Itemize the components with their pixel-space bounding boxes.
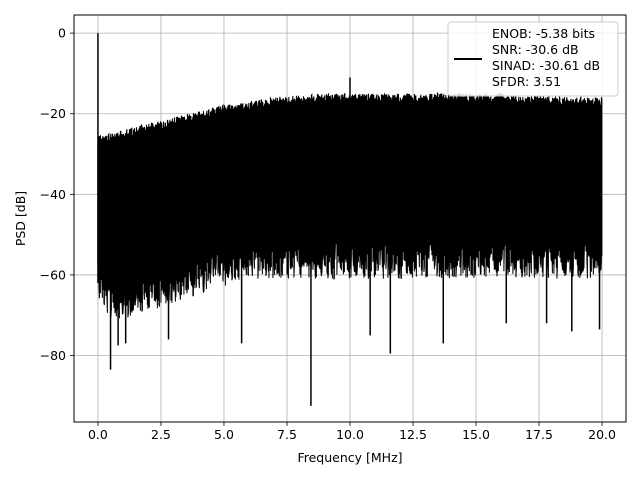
legend-box [447, 21, 619, 97]
y-axis-label: PSD [dB] [13, 191, 28, 246]
y-tick-label: −80 [40, 348, 66, 363]
plot-area [97, 33, 603, 406]
x-tick-label: 2.5 [151, 427, 171, 442]
x-axis-label: Frequency [MHz] [297, 450, 402, 465]
legend-entry-line: ENOB: -5.38 bits [492, 26, 595, 41]
axis-ticks: 0.0 2.5 5.0 7.5 10.0 12.5 15.0 17.5 20.0 0 −20 −40 −… [40, 26, 616, 442]
x-tick-label: 15.0 [462, 427, 490, 442]
x-tick-label: 0.0 [88, 427, 108, 442]
y-tick-label: 0 [58, 26, 66, 41]
y-tick-label: −40 [40, 187, 66, 202]
x-tick-label: 5.0 [214, 427, 234, 442]
legend-entry-line: SNR: -30.6 dB [492, 42, 579, 57]
legend-entry-line: SINAD: -30.61 dB [492, 58, 600, 73]
legend: ENOB: -5.38 bits SNR: -30.6 dB SINAD: -30.… [447, 21, 619, 97]
y-tick-label: −60 [40, 267, 66, 282]
legend-entry: ENOB: -5.38 bits SNR: -30.6 dB SINAD: -30.… [492, 26, 600, 89]
legend-entry-line: SFDR: 3.51 [492, 74, 561, 89]
x-tick-label: 7.5 [277, 427, 297, 442]
x-tick-label: 12.5 [399, 427, 427, 442]
x-tick-label: 10.0 [336, 427, 364, 442]
x-tick-label: 17.5 [525, 427, 553, 442]
y-tick-label: −20 [40, 106, 66, 121]
x-tick-label: 20.0 [588, 427, 616, 442]
